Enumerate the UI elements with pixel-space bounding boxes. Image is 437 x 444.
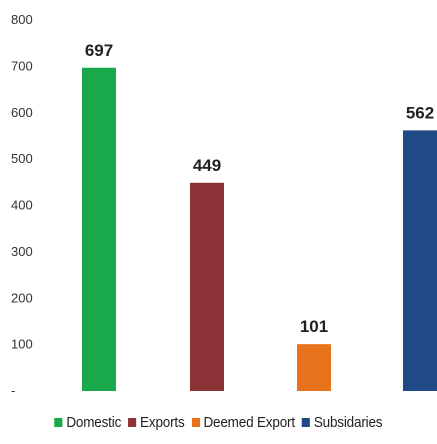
y-tick-label: 600 bbox=[11, 105, 33, 120]
bar-chart: 800 700 600 500 400 300 200 100 - 697 449 101 562 bbox=[11, 12, 437, 398]
bar-value-label: 449 bbox=[193, 156, 221, 175]
legend-label-deemed-export: Deemed Export bbox=[203, 414, 295, 431]
bar-deemed-export bbox=[297, 344, 331, 391]
chart-legend: Domestic Exports Deemed Export Subsidari… bbox=[22, 414, 415, 431]
y-tick-label: 500 bbox=[11, 151, 33, 166]
y-tick-label: 200 bbox=[11, 290, 33, 305]
legend-label-exports: Exports bbox=[140, 414, 185, 431]
legend-label-subsidaries: Subsidaries bbox=[313, 414, 383, 431]
legend-swatch-exports bbox=[128, 418, 137, 427]
y-tick-label: 400 bbox=[11, 198, 33, 213]
bar-value-label: 697 bbox=[85, 41, 113, 60]
y-tick-label: 100 bbox=[11, 337, 33, 352]
legend-item-subsidaries: Subsidaries bbox=[302, 414, 383, 431]
legend-item-deemed-export: Deemed Export bbox=[191, 414, 295, 431]
bar-exports bbox=[190, 182, 224, 391]
legend-swatch-subsidaries bbox=[302, 418, 311, 427]
y-tick-label: 800 bbox=[11, 12, 33, 27]
legend-item-domestic: Domestic bbox=[54, 414, 122, 431]
legend-label-domestic: Domestic bbox=[66, 414, 122, 431]
y-tick-label: 700 bbox=[11, 58, 33, 73]
bar-value-label: 562 bbox=[406, 103, 434, 122]
y-tick-label: - bbox=[11, 383, 15, 398]
bar-subsidaries bbox=[403, 130, 437, 391]
legend-swatch-deemed-export bbox=[191, 418, 200, 427]
legend-item-exports: Exports bbox=[128, 414, 185, 431]
y-tick-label: 300 bbox=[11, 244, 33, 259]
legend-swatch-domestic bbox=[54, 418, 63, 427]
bar-value-label: 101 bbox=[300, 317, 328, 336]
bar-domestic bbox=[82, 67, 116, 392]
